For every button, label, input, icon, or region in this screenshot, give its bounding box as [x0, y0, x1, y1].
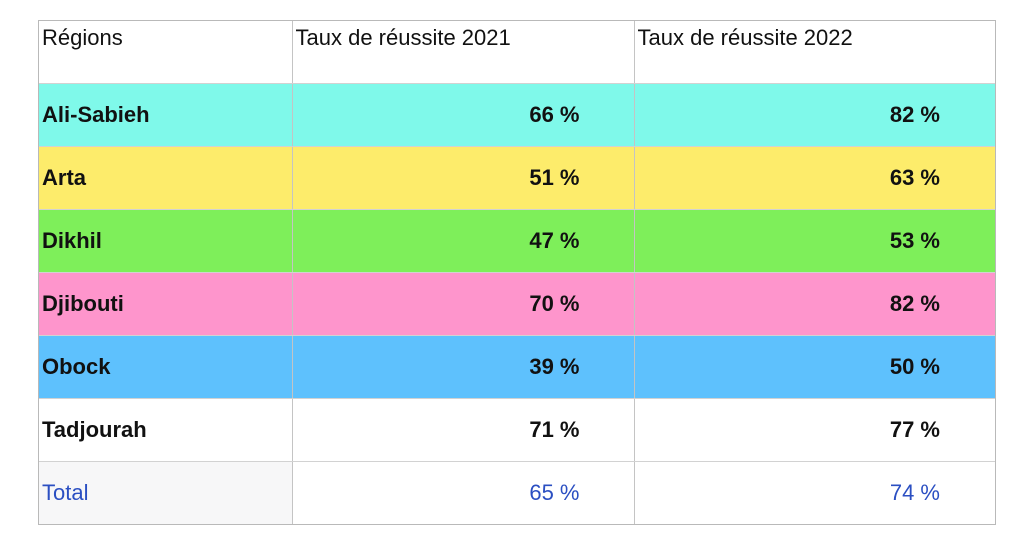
region-cell: Arta [39, 146, 293, 210]
success-rate-table: Régions Taux de réussite 2021 Taux de ré… [39, 21, 995, 524]
rate-2022-cell: 53 % [634, 209, 995, 273]
rate-2021-cell: 71 % [292, 398, 635, 462]
table-row: Tadjourah 71 % 77 % [39, 398, 995, 462]
results-table: Régions Taux de réussite 2021 Taux de ré… [38, 20, 996, 525]
rate-2021-cell: 47 % [292, 209, 635, 273]
region-cell: Dikhil [39, 209, 293, 273]
region-cell: Ali-Sabieh [39, 83, 293, 147]
table-row: Djibouti 70 % 82 % [39, 272, 995, 336]
table-header-row: Régions Taux de réussite 2021 Taux de ré… [39, 21, 995, 84]
table-row: Dikhil 47 % 53 % [39, 209, 995, 273]
table-row: Obock 39 % 50 % [39, 335, 995, 399]
header-rate-2022: Taux de réussite 2022 [634, 21, 995, 84]
rate-2022-cell: 63 % [634, 146, 995, 210]
region-cell: Obock [39, 335, 293, 399]
region-cell: Djibouti [39, 272, 293, 336]
rate-2022-cell: 77 % [634, 398, 995, 462]
total-row: Total 65 % 74 % [39, 461, 995, 524]
region-cell: Tadjourah [39, 398, 293, 462]
total-rate-2022: 74 % [889, 479, 940, 505]
rate-2021-cell: 70 % [292, 272, 635, 336]
table-row: Ali-Sabieh 66 % 82 % [39, 83, 995, 147]
total-rate-2021: 65 % [292, 461, 635, 524]
header-regions: Régions [39, 21, 293, 84]
rate-2021-cell: 51 % [292, 146, 635, 210]
rate-2022-cell: 82 % [634, 83, 995, 147]
rate-2021-cell: 66 % [292, 83, 635, 147]
rate-2021-cell: 39 % [292, 335, 635, 399]
rate-2022-cell: 82 % [634, 272, 995, 336]
table-row: Arta 51 % 63 % [39, 146, 995, 210]
header-rate-2021: Taux de réussite 2021 [292, 21, 635, 84]
total-label: Total [39, 461, 293, 524]
rate-2022-cell: 50 % [634, 335, 995, 399]
